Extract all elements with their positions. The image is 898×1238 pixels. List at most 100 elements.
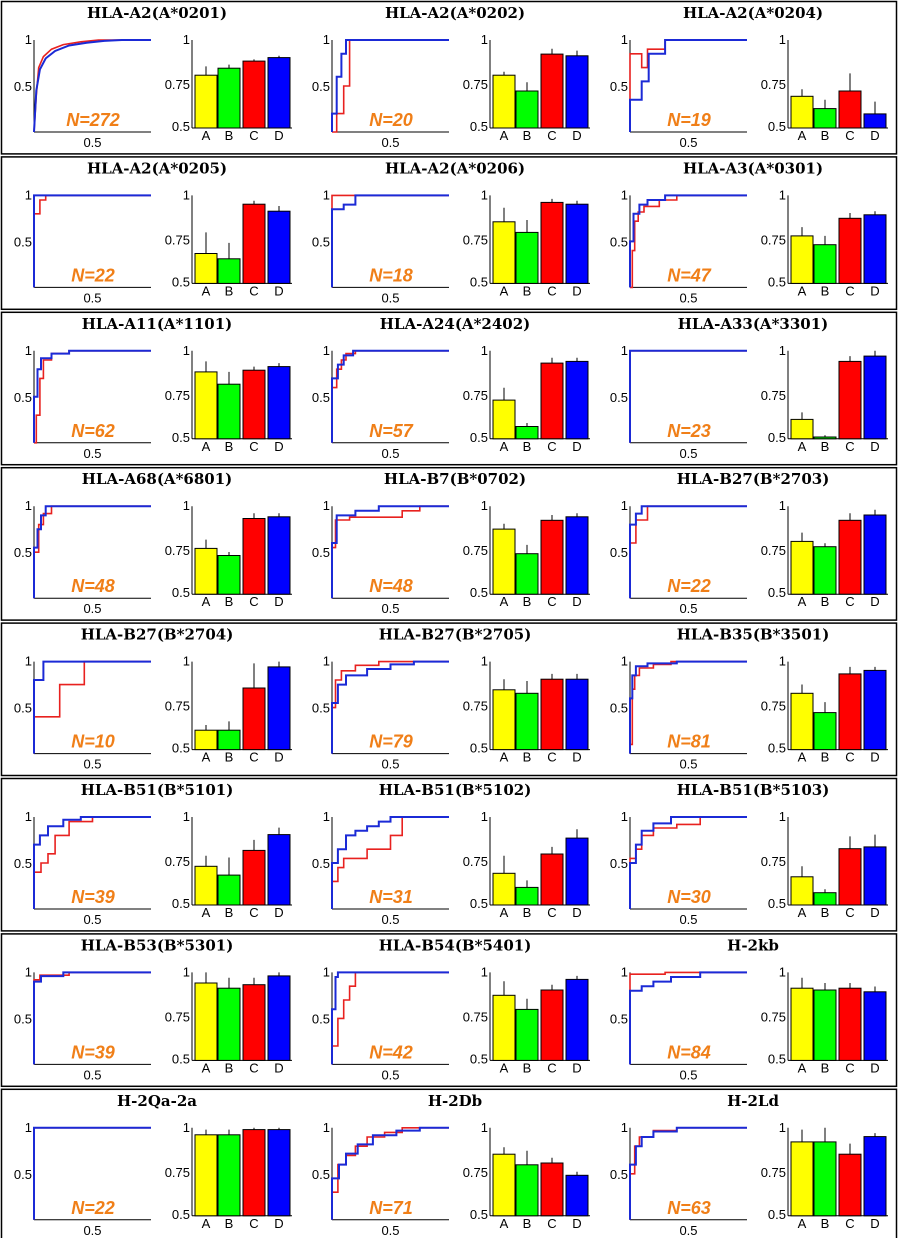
bar-C — [540, 53, 564, 129]
bar-ytick-label: 0.5 — [172, 741, 190, 756]
bar-ytick-label: 1 — [779, 32, 786, 47]
bar-ytick-label: 0.75 — [463, 1165, 488, 1180]
roc-xtick-label: 0.5 — [381, 290, 399, 305]
bar-category-label: B — [821, 905, 830, 920]
n-label: N=84 — [667, 1042, 711, 1062]
bar-category-label: B — [821, 128, 830, 143]
bar-category-label: C — [845, 905, 854, 920]
row-frame — [0, 466, 898, 621]
bar-A — [790, 235, 814, 284]
roc-ytick-label: 0.5 — [14, 1011, 32, 1026]
bar-category-label: D — [870, 439, 879, 454]
bar-A — [194, 74, 218, 129]
roc-ytick-label: 0.5 — [610, 234, 628, 249]
roc-curve-blue — [629, 660, 747, 754]
bar-ytick-label: 1 — [183, 964, 190, 979]
bar-D — [863, 355, 887, 440]
roc-curve-blue — [33, 1126, 151, 1220]
bar-ytick-label: 0.5 — [172, 119, 190, 134]
bar-ytick-label: 0.75 — [463, 232, 488, 247]
bar-D — [565, 55, 589, 129]
bar-C — [540, 1162, 564, 1217]
bar-D — [267, 210, 291, 284]
bar-D — [267, 1129, 291, 1217]
bar-category-label: C — [249, 283, 258, 298]
bar-category-label: B — [225, 905, 234, 920]
roc-xtick-label: 0.5 — [679, 290, 697, 305]
panel-title: HLA-A2(A*0202) — [385, 4, 525, 22]
bar-category-label: A — [500, 905, 509, 920]
n-label: N=272 — [66, 110, 120, 130]
bar-ytick-label: 0.5 — [470, 1051, 488, 1066]
bar-A — [790, 540, 814, 595]
bar-category-label: D — [274, 439, 283, 454]
roc-curve-blue — [629, 816, 747, 909]
bar-category-label: A — [500, 1216, 509, 1231]
n-label: N=30 — [667, 887, 711, 907]
bar-category-label: C — [845, 594, 854, 609]
roc-curve-blue — [331, 816, 449, 909]
roc-ytick-label: 0.5 — [14, 79, 32, 94]
bar-C — [838, 217, 862, 284]
bar-category-label: D — [572, 1060, 581, 1075]
bar-B — [515, 692, 539, 751]
bar-ytick-label: 0.5 — [768, 430, 786, 445]
roc-ytick-label: 0.5 — [312, 701, 330, 716]
n-label: N=42 — [369, 1042, 413, 1062]
roc-curve-red — [331, 349, 449, 443]
bar-D — [863, 214, 887, 284]
row-frame — [0, 933, 898, 1088]
n-label: N=79 — [369, 732, 413, 752]
bar-category-label: A — [202, 1060, 211, 1075]
roc-curve-blue — [331, 971, 449, 1065]
bar-category-label: D — [572, 750, 581, 765]
bar-category-label: D — [870, 283, 879, 298]
panel-title: HLA-B7(B*0702) — [384, 470, 526, 488]
bar-category-label: B — [821, 750, 830, 765]
roc-xtick-label: 0.5 — [83, 601, 101, 616]
roc-ytick-label: 0.5 — [14, 390, 32, 405]
bar-ytick-label: 0.75 — [165, 854, 190, 869]
bar-C — [838, 1153, 862, 1217]
bar-A — [790, 692, 814, 751]
roc-ytick-label: 1 — [25, 343, 32, 358]
roc-curve-red — [33, 816, 151, 909]
bar-ytick-label: 0.75 — [761, 543, 786, 558]
bar-category-label: C — [249, 1216, 258, 1231]
bar-category-label: C — [547, 128, 556, 143]
bar-category-label: B — [523, 594, 532, 609]
bar-B — [813, 712, 837, 751]
roc-curve-red — [630, 194, 747, 289]
roc-curve-blue — [629, 194, 747, 288]
bar-category-label: A — [798, 1216, 807, 1231]
roc-ytick-label: 0.5 — [14, 1167, 32, 1182]
panel-title: HLA-B27(B*2703) — [677, 470, 830, 488]
roc-xtick-label: 0.5 — [381, 601, 399, 616]
bar-category-label: B — [821, 283, 830, 298]
panel-title: HLA-A2(A*0205) — [87, 159, 227, 177]
panel-title: HLA-A2(A*0206) — [385, 159, 525, 177]
n-label: N=81 — [667, 732, 711, 752]
bar-category-label: C — [845, 283, 854, 298]
n-label: N=22 — [71, 1198, 115, 1218]
bar-category-label: B — [523, 905, 532, 920]
bar-ytick-label: 0.5 — [172, 1207, 190, 1222]
roc-ytick-label: 0.5 — [14, 701, 32, 716]
bar-category-label: B — [225, 594, 234, 609]
bar-category-label: B — [523, 128, 532, 143]
roc-ytick-label: 1 — [323, 32, 330, 47]
bar-category-label: B — [523, 750, 532, 765]
bar-category-label: B — [225, 283, 234, 298]
bar-B — [217, 67, 241, 129]
panel-title: HLA-B27(B*2705) — [379, 626, 532, 644]
panel-title: HLA-B53(B*5301) — [81, 936, 234, 954]
bar-category-label: A — [202, 283, 211, 298]
roc-curve-blue — [33, 971, 151, 1065]
bar-C — [242, 60, 266, 129]
roc-ytick-label: 0.5 — [312, 1167, 330, 1182]
bar-ytick-label: 0.75 — [463, 388, 488, 403]
bar-category-label: C — [249, 128, 258, 143]
roc-ytick-label: 0.5 — [610, 1167, 628, 1182]
roc-curve-blue — [33, 505, 151, 599]
panel-title: HLA-B51(B*5101) — [81, 781, 234, 799]
